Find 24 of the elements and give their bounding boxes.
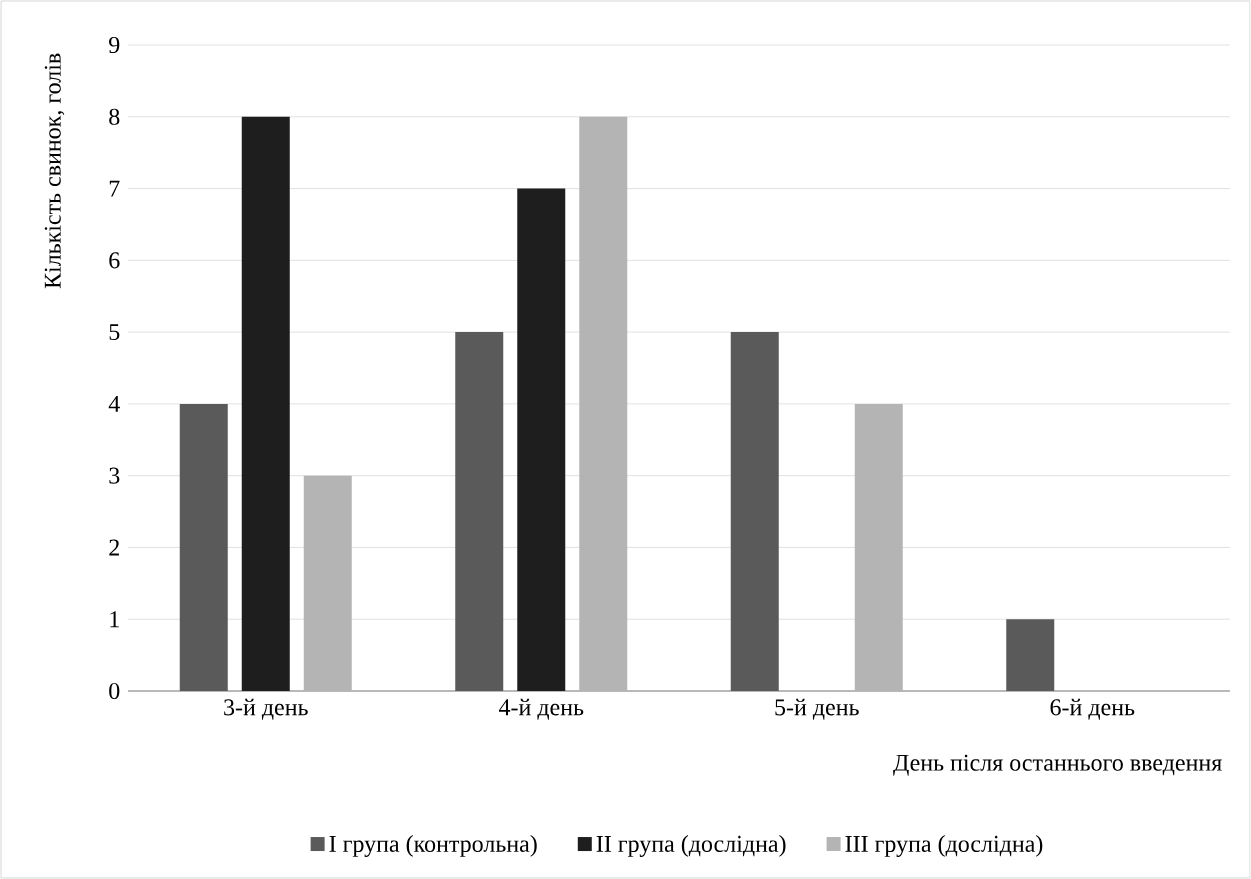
y-tick-label: 4	[108, 395, 120, 412]
y-axis-title: Кількість свинок, голів	[44, 53, 65, 289]
legend-label: III група (дослідна)	[845, 835, 1043, 857]
legend-label: I група (контрольна)	[329, 835, 537, 857]
y-tick-label: 1	[110, 611, 119, 628]
x-tick-label: 3-й день	[224, 698, 308, 720]
bar	[854, 403, 903, 691]
legend-label: II група (дослідна)	[596, 835, 786, 857]
y-tick-label: 3	[109, 467, 120, 484]
bar	[517, 188, 566, 691]
y-tick-label: 0	[109, 682, 120, 700]
bar	[303, 475, 352, 691]
y-tick-label: 2	[109, 539, 119, 556]
x-tick-label: 6-й день	[1050, 698, 1135, 720]
x-tick-label: 5-й день	[775, 698, 859, 720]
y-tick-label: 8	[109, 108, 120, 125]
x-tick-label: 4-й день	[498, 698, 584, 720]
y-tick-label: 9	[109, 36, 120, 54]
y-tick-label: 6	[109, 252, 120, 269]
bar	[241, 116, 290, 691]
y-tick-label: 5	[109, 324, 120, 341]
x-axis-title: День після останнього введення	[893, 754, 1222, 776]
y-tick-label: 7	[109, 180, 120, 197]
bar	[579, 116, 628, 691]
